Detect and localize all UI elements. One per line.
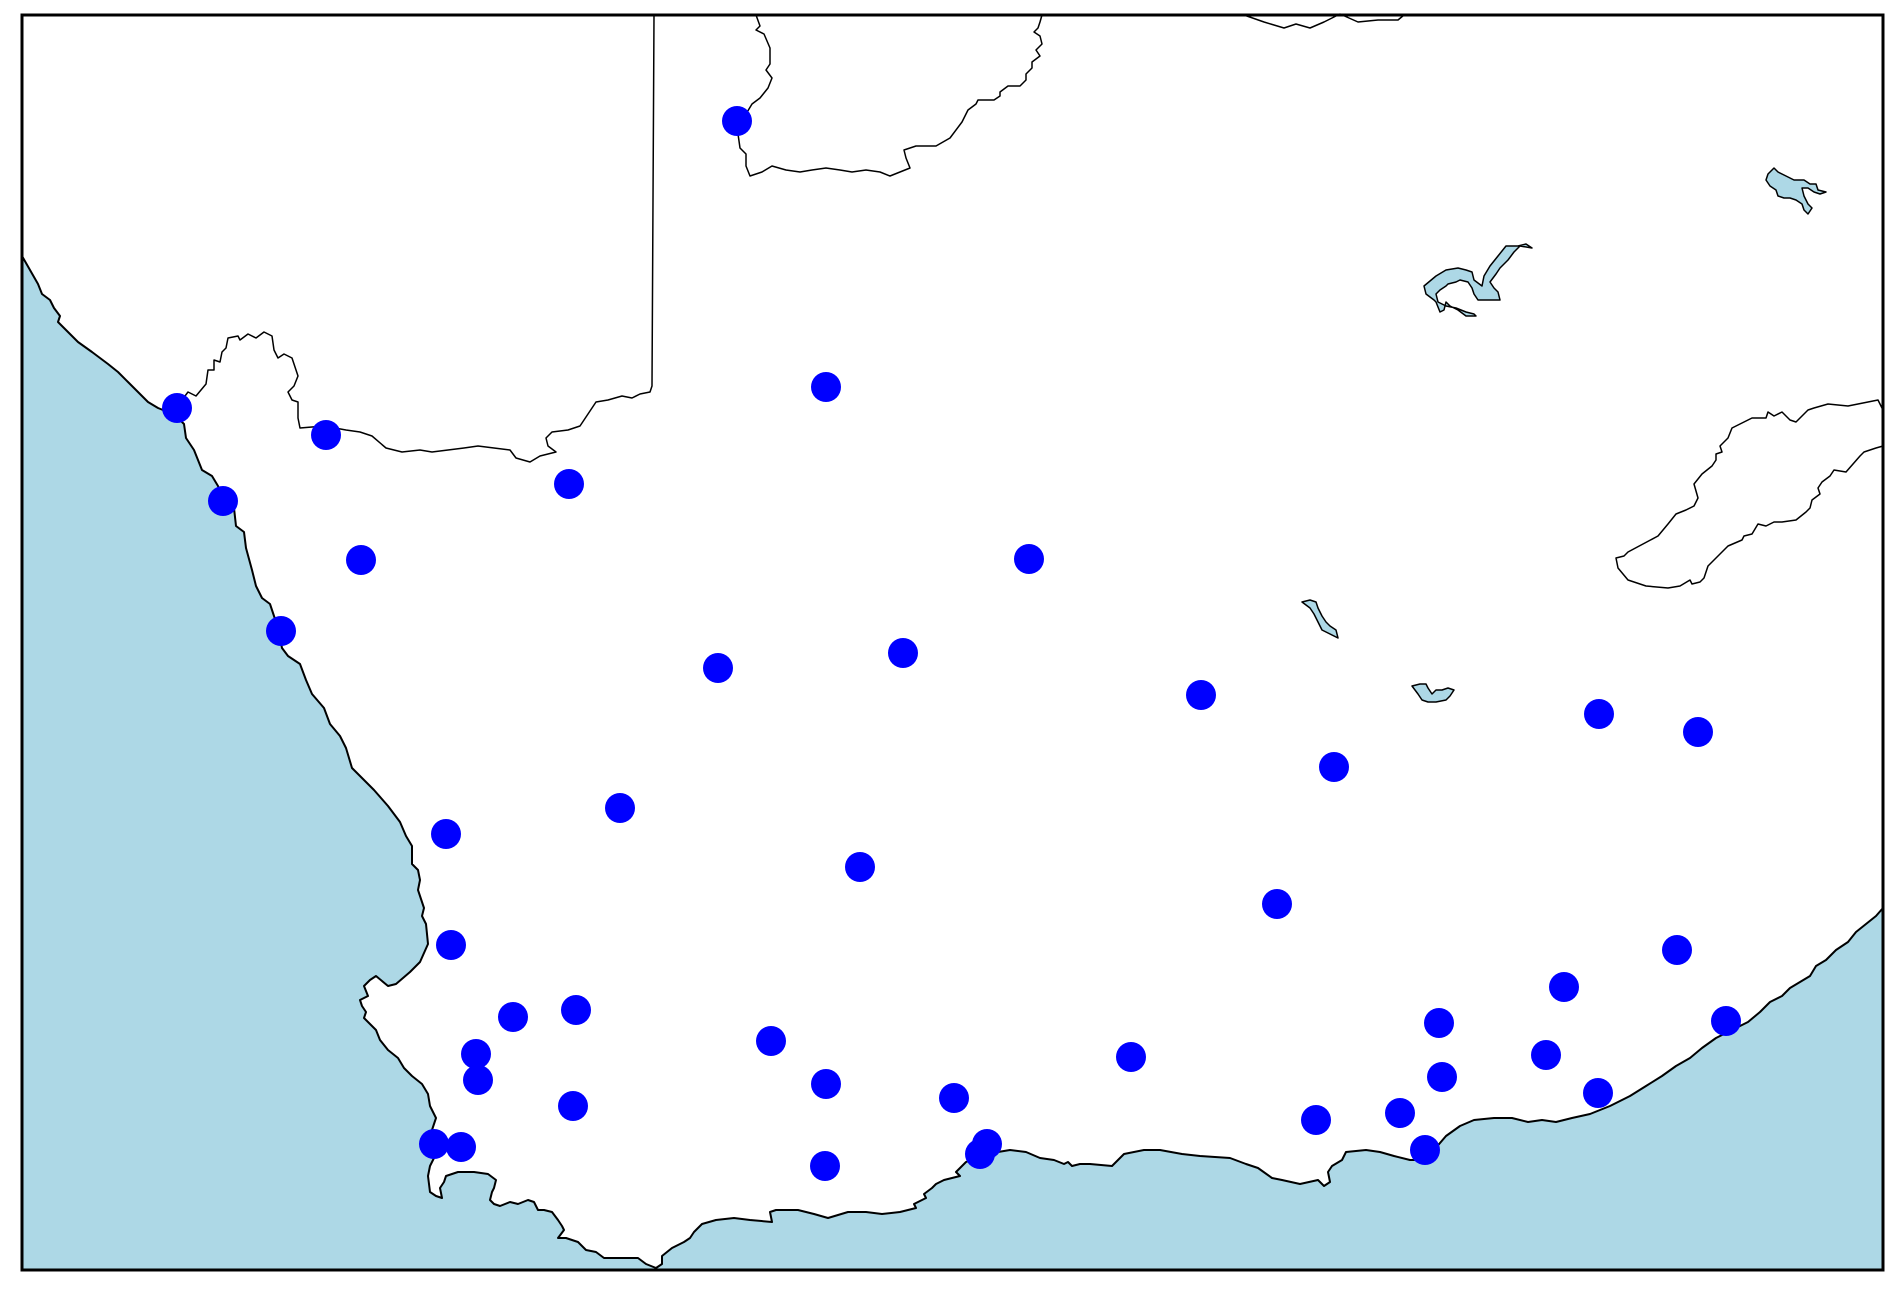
lake-northeast bbox=[1765, 167, 1827, 215]
lake-gariep bbox=[1423, 243, 1533, 317]
city-marker bbox=[461, 1039, 491, 1069]
city-marker bbox=[965, 1139, 995, 1169]
city-marker bbox=[1410, 1135, 1440, 1165]
city-marker bbox=[888, 638, 918, 668]
city-marker bbox=[1583, 1078, 1613, 1108]
city-marker bbox=[446, 1132, 476, 1162]
city-marker bbox=[811, 1069, 841, 1099]
city-marker bbox=[558, 1091, 588, 1121]
map-frame bbox=[20, 13, 1885, 1272]
city-marker bbox=[703, 653, 733, 683]
city-marker bbox=[1584, 699, 1614, 729]
city-marker bbox=[939, 1083, 969, 1113]
city-markers bbox=[162, 106, 1741, 1181]
city-marker bbox=[1319, 752, 1349, 782]
city-marker bbox=[208, 486, 238, 516]
city-marker bbox=[1186, 680, 1216, 710]
city-marker bbox=[419, 1129, 449, 1159]
city-marker bbox=[1385, 1098, 1415, 1128]
map-area bbox=[21, 14, 1884, 1270]
city-marker bbox=[346, 545, 376, 575]
city-marker bbox=[436, 930, 466, 960]
city-marker bbox=[1262, 889, 1292, 919]
city-marker bbox=[1116, 1042, 1146, 1072]
city-marker bbox=[311, 420, 341, 450]
city-marker bbox=[1683, 717, 1713, 747]
lake-east bbox=[1411, 683, 1455, 703]
city-marker bbox=[1531, 1040, 1561, 1070]
city-marker bbox=[722, 106, 752, 136]
city-marker bbox=[1301, 1105, 1331, 1135]
border-north-river bbox=[737, 14, 1043, 177]
city-marker bbox=[431, 819, 461, 849]
city-marker bbox=[810, 1151, 840, 1181]
city-marker bbox=[554, 469, 584, 499]
city-marker bbox=[463, 1065, 493, 1095]
city-marker bbox=[1662, 935, 1692, 965]
city-marker bbox=[266, 616, 296, 646]
city-marker bbox=[605, 793, 635, 823]
city-marker bbox=[561, 995, 591, 1025]
city-marker bbox=[1549, 972, 1579, 1002]
city-marker bbox=[1424, 1008, 1454, 1038]
city-marker bbox=[1427, 1062, 1457, 1092]
city-marker bbox=[162, 393, 192, 423]
lake-middle bbox=[1301, 599, 1339, 639]
city-marker bbox=[811, 372, 841, 402]
land-southern-africa bbox=[21, 14, 1884, 1269]
city-marker bbox=[1014, 544, 1044, 574]
city-marker bbox=[756, 1026, 786, 1056]
city-marker bbox=[1711, 1006, 1741, 1036]
city-marker bbox=[845, 852, 875, 882]
city-marker bbox=[498, 1002, 528, 1032]
border-top-right bbox=[1243, 13, 1405, 29]
